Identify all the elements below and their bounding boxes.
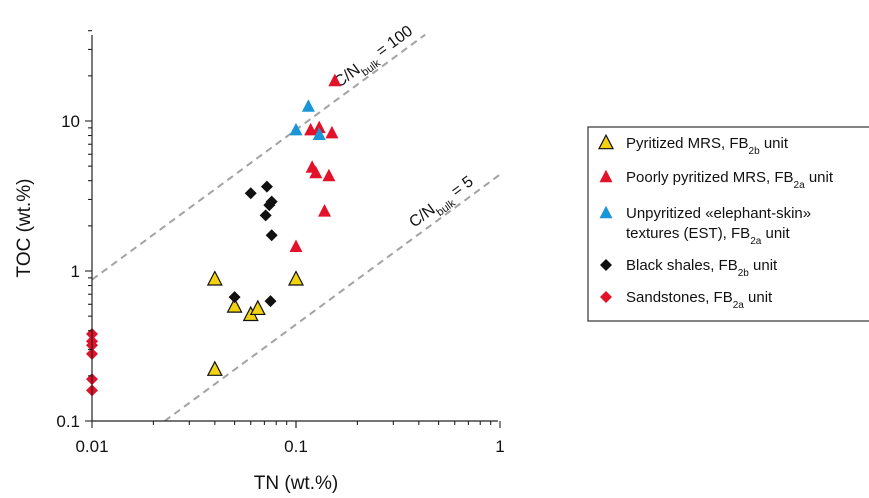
data-point — [228, 291, 241, 304]
data-point — [206, 270, 223, 286]
legend-marker — [599, 169, 613, 183]
data-point — [322, 168, 336, 182]
axes: 0.01 0.1 1 0.1 1 10 TN (wt.%) TOC (wt.%) — [14, 30, 505, 494]
data-point — [206, 360, 223, 376]
data-point — [289, 239, 303, 253]
legend-marker — [599, 205, 613, 219]
legend-label: Black shales, FB2b unit — [626, 257, 778, 279]
series-2 — [289, 73, 342, 253]
data-point — [249, 299, 266, 316]
data-point — [226, 297, 243, 313]
x-axis-title: TN (wt.%) — [254, 473, 338, 494]
data-point — [328, 73, 342, 87]
legend-entry: Pyritized MRS, FB2b unit — [626, 135, 789, 157]
data-point — [264, 295, 277, 308]
data-point — [309, 165, 323, 179]
legend-marker — [600, 291, 612, 303]
data-point — [259, 209, 272, 222]
data-point — [244, 187, 257, 200]
legend: Pyritized MRS, FB2b unit Poorly pyritized… — [587, 126, 869, 322]
data-point — [289, 122, 303, 136]
data-point — [301, 99, 315, 112]
data-point — [260, 180, 273, 193]
legend-box — [587, 126, 869, 322]
ref-line-cn-100 — [91, 33, 426, 281]
series-1 — [206, 270, 304, 376]
legend-label: Unpyritized «elephant-skin» — [626, 205, 811, 222]
legend-label: Sandstones, FB2a unit — [626, 289, 773, 311]
legend-marker — [600, 259, 612, 271]
y-axis-title: TOC (wt.%) — [14, 179, 35, 278]
data-point — [265, 229, 278, 242]
data-point — [312, 120, 326, 134]
x-tick-label: 0.1 — [284, 437, 308, 456]
legend-label: Poorly pyritized MRS, FB2a unit — [626, 169, 834, 191]
series-4 — [228, 180, 278, 308]
legend-entry: Black shales, FB2b unit — [626, 257, 778, 279]
x-tick-label: 1 — [495, 437, 504, 456]
legend-entry: Sandstones, FB2a unit — [626, 289, 773, 311]
data-point — [312, 127, 326, 140]
legend-entry: Unpyritized «elephant-skin» textures (EST… — [626, 205, 811, 247]
ref-label-cn-5: C/Nbulk = 5 — [406, 173, 479, 235]
data-point — [325, 125, 339, 139]
series-3 — [289, 99, 326, 140]
legend-marker — [598, 133, 614, 150]
y-tick-label: 1 — [71, 262, 80, 281]
y-tick-label: 0.1 — [56, 412, 80, 431]
legend-label: textures (EST), FB2a unit — [626, 225, 791, 247]
legend-entry: Poorly pyritized MRS, FB2a unit — [626, 169, 834, 191]
data-point — [263, 199, 276, 212]
y-tick-label: 10 — [61, 112, 80, 131]
x-tick-label: 0.01 — [75, 437, 108, 456]
data-point — [288, 270, 304, 286]
ref-label-cn-100: C/Nbulk = 100 — [331, 23, 419, 96]
ref-line-cn-5 — [164, 173, 501, 422]
data-point — [318, 204, 332, 217]
plot-area: C/Nbulk = 100 C/Nbulk = 5 — [86, 23, 501, 422]
legend-label: Pyritized MRS, FB2b unit — [626, 135, 789, 157]
